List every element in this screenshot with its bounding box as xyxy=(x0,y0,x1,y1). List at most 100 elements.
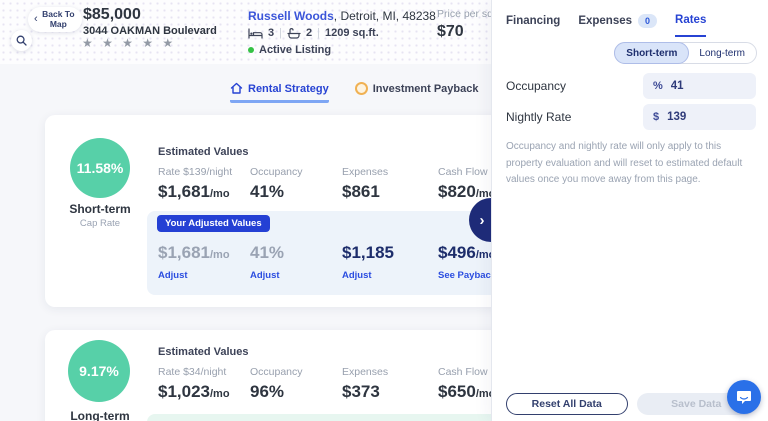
est-cashflow-column: Cash Flow $650/mo xyxy=(438,366,528,402)
chevron-right-icon: › xyxy=(479,211,485,229)
column-label: Expenses xyxy=(342,366,389,378)
panel-tab-label: Rates xyxy=(675,14,707,26)
column-value: $1,185 xyxy=(342,243,394,262)
rates-disclaimer: Occupancy and nightly rate will only app… xyxy=(506,141,743,185)
price-per-sqft-block: Price per sq.ft $70 xyxy=(437,8,502,41)
percent-prefix: % xyxy=(653,80,663,92)
star-rating[interactable]: ★ ★ ★ ★ ★ xyxy=(82,36,177,50)
cap-rate-value: 9.17% xyxy=(79,363,119,379)
short-term-cap-rate-circle: 11.58% xyxy=(70,138,130,198)
beds-count: 3 xyxy=(268,27,275,39)
est-expenses-column: Expenses $861 xyxy=(342,166,432,202)
column-value: $861 xyxy=(342,182,380,201)
cap-rate-value: 11.58% xyxy=(76,160,124,176)
occupancy-input[interactable] xyxy=(670,80,741,92)
adj-cashflow-column: $496/mo See Payback Balance xyxy=(438,239,536,281)
column-value: $496/mo xyxy=(438,243,496,262)
nightly-rate-input-box: $ xyxy=(643,104,756,130)
column-label: Occupancy xyxy=(250,166,303,178)
listing-status-label: Active Listing xyxy=(259,44,332,56)
cap-rate-label: Cap Rate xyxy=(79,218,121,229)
tab-label: Investment Payback xyxy=(372,82,479,95)
column-label: Rate $139/night xyxy=(158,166,233,178)
back-to-map-button[interactable]: ‹ Back To Map xyxy=(28,7,82,32)
nightly-rate-field-row: Nightly Rate $ xyxy=(506,103,756,131)
est-expenses-column: Expenses $373 xyxy=(342,366,432,402)
panel-footer: Reset All Data Save Data xyxy=(506,393,756,415)
city-state-zip: , Detroit, MI, 48238 xyxy=(333,9,436,23)
panel-tab-label: Financing xyxy=(506,15,561,27)
tab-rental-strategy[interactable]: Rental Strategy xyxy=(230,82,329,103)
column-value: 41% xyxy=(250,182,285,201)
est-rate-column: Rate $139/night $1,681/mo xyxy=(158,166,248,202)
adj-occupancy-column: 41% Adjust xyxy=(250,239,340,281)
column-label: Cash Flow xyxy=(438,166,488,178)
adjust-rate-link[interactable]: Adjust xyxy=(158,270,188,281)
divider: | xyxy=(317,27,320,39)
est-occupancy-column: Occupancy 41% xyxy=(250,166,340,202)
est-rate-column: Rate $34/night $1,023/mo xyxy=(158,366,248,402)
expenses-count-badge: 0 xyxy=(638,14,658,28)
column-value: 41% xyxy=(250,243,285,262)
column-value: $650/mo xyxy=(438,382,496,401)
term-label: Long-term xyxy=(70,409,130,421)
chat-widget-button[interactable] xyxy=(727,380,761,414)
column-value: $1,681/mo xyxy=(158,182,230,201)
price-per-sqft-label: Price per sq.ft xyxy=(437,8,502,20)
column-value: 96% xyxy=(250,382,285,401)
term-label: Short-term xyxy=(69,202,131,216)
see-payback-balance-link[interactable]: See Payback Balance xyxy=(438,270,536,281)
occupancy-field-row: Occupancy % xyxy=(506,72,756,100)
panel-tab-label: Expenses xyxy=(578,15,633,27)
collapse-panel-button[interactable]: › xyxy=(469,198,491,242)
home-icon xyxy=(230,82,243,95)
panel-tab-expenses[interactable]: Expenses 0 xyxy=(578,14,658,37)
search-button[interactable] xyxy=(11,30,32,51)
panel-tab-bar: Financing Expenses 0 Rates xyxy=(492,0,768,37)
adj-rate-column: $1,681/mo Adjust xyxy=(158,239,248,281)
rates-side-panel: Financing Expenses 0 Rates Short-term Lo… xyxy=(491,0,768,421)
nightly-rate-input[interactable] xyxy=(667,111,738,123)
search-icon xyxy=(16,35,27,46)
adjusted-values-panel xyxy=(147,414,579,421)
term-toggle: Short-term Long-term xyxy=(614,42,757,64)
save-data-button[interactable]: Save Data xyxy=(636,393,756,415)
adjust-expenses-link[interactable]: Adjust xyxy=(342,270,372,281)
column-label: Occupancy xyxy=(250,366,303,378)
status-dot-icon xyxy=(248,47,254,53)
column-value: $820/mo xyxy=(438,182,496,201)
toggle-short-term[interactable]: Short-term xyxy=(614,42,690,64)
column-value: $1,681/mo xyxy=(158,243,230,262)
column-label: Rate $34/night xyxy=(158,366,227,378)
dollar-prefix: $ xyxy=(653,111,660,123)
adjusted-values-badge: Your Adjusted Values xyxy=(157,215,270,232)
occupancy-label: Occupancy xyxy=(506,79,567,93)
occupancy-input-box: % xyxy=(643,73,756,99)
divider: | xyxy=(279,27,282,39)
property-location: Russell Woods, Detroit, MI, 48238 xyxy=(248,9,436,23)
panel-tab-rates[interactable]: Rates xyxy=(675,14,707,37)
estimated-values-heading: Estimated Values xyxy=(158,346,249,358)
property-address: 3044 OAKMAN Boulevard xyxy=(83,25,217,37)
bed-icon xyxy=(248,27,263,39)
tab-investment-payback[interactable]: Investment Payback xyxy=(354,82,479,103)
back-to-map-label: Back To Map xyxy=(42,9,75,29)
adjust-occupancy-link[interactable]: Adjust xyxy=(250,270,280,281)
sqft-value: 1209 sq.ft. xyxy=(324,27,379,39)
neighborhood-link[interactable]: Russell Woods xyxy=(248,9,334,23)
long-term-cap-rate-circle: 9.17% xyxy=(68,340,130,402)
adj-expenses-column: $1,185 Adjust xyxy=(342,239,432,281)
panel-tab-financing[interactable]: Financing xyxy=(506,14,560,37)
estimated-values-heading: Estimated Values xyxy=(158,146,249,158)
toggle-long-term[interactable]: Long-term xyxy=(699,47,745,59)
est-cashflow-column: Cash Flow $820/mo xyxy=(438,166,528,202)
price-per-sqft-value: $70 xyxy=(437,23,464,40)
column-label: Expenses xyxy=(342,166,389,178)
payback-icon xyxy=(354,82,368,95)
chevron-left-icon: ‹ xyxy=(34,13,38,25)
reset-all-data-button[interactable]: Reset All Data xyxy=(506,393,628,415)
bath-icon xyxy=(287,27,301,39)
est-occupancy-column: Occupancy 96% xyxy=(250,366,340,402)
tab-label: Rental Strategy xyxy=(248,82,329,95)
